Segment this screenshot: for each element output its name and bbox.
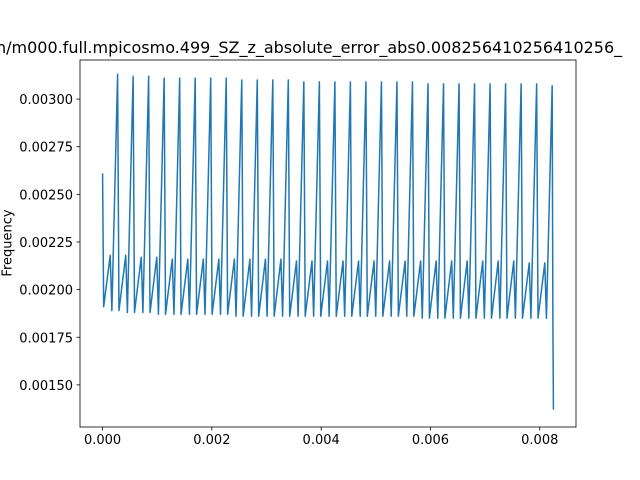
y-tick-label: 0.00225 <box>19 236 73 251</box>
chart-title: n/m000.full.mpicosmo.499_SZ_z_absolute_e… <box>0 38 623 58</box>
y-tick-label: 0.00200 <box>19 284 73 299</box>
x-tick-label: 0.006 <box>412 433 449 448</box>
plot-frame <box>79 59 577 428</box>
y-tick-label: 0.00175 <box>19 331 73 346</box>
y-tick-label: 0.00250 <box>19 188 73 203</box>
y-axis-label: Frequency <box>1 209 16 276</box>
y-tick-label: 0.00150 <box>19 379 73 394</box>
x-tick-label: 0.004 <box>303 433 340 448</box>
y-tick-label: 0.00300 <box>19 93 73 108</box>
data-line <box>101 73 555 410</box>
x-tick-label: 0.008 <box>521 433 558 448</box>
x-tick-label: 0.002 <box>193 433 230 448</box>
y-tick-label: 0.00275 <box>19 141 73 156</box>
x-tick-label: 0.000 <box>84 433 121 448</box>
